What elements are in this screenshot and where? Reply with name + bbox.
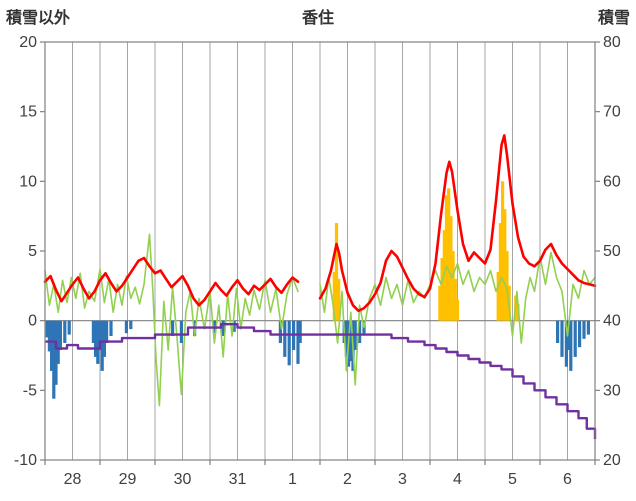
left-axis-tick-label: 10 [19, 173, 37, 190]
blue-bars [171, 320, 175, 336]
blue-bars [232, 320, 236, 332]
blue-bars [296, 320, 300, 364]
orange-bars [449, 216, 453, 321]
orange-bars [505, 251, 509, 321]
orange-bars [496, 271, 500, 321]
blue-bars [179, 320, 183, 343]
blue-bars [91, 320, 95, 343]
blue-bars [54, 320, 58, 385]
x-axis-day-label: 6 [563, 471, 572, 488]
blue-bars [52, 320, 56, 399]
blue-bars [358, 320, 362, 343]
x-axis-day-label: 1 [288, 471, 297, 488]
blue-bars [109, 320, 113, 336]
blue-bars [564, 320, 568, 367]
blue-bars [221, 320, 225, 336]
x-axis-day-label: 28 [64, 471, 82, 488]
orange-bars [444, 195, 449, 321]
orange-bars [498, 223, 502, 321]
blue-bars [560, 320, 564, 357]
right-axis-tick-label: 50 [603, 243, 621, 260]
x-axis-day-label: 2 [343, 471, 352, 488]
orange-bars [451, 251, 455, 321]
orange-bars [501, 181, 505, 321]
orange-bars [337, 278, 341, 321]
orange-bars [447, 188, 451, 321]
right-axis-tick-label: 70 [603, 104, 621, 121]
orange-bars [332, 271, 336, 321]
x-axis-day-label: 3 [398, 471, 407, 488]
right-axis-tick-label: 60 [603, 173, 621, 190]
x-axis-day-label: 29 [119, 471, 137, 488]
snow-depth-line [45, 323, 597, 440]
blue-bars [105, 320, 109, 343]
blue-bars [94, 320, 98, 357]
blue-bars [129, 320, 133, 330]
blue-bars [349, 320, 353, 362]
blue-bars [67, 320, 71, 335]
left-axis-tick-label: 0 [28, 313, 37, 330]
blue-bars [278, 320, 282, 343]
orange-bars [334, 223, 339, 321]
red-line [43, 134, 597, 313]
x-axis-day-label: 5 [508, 471, 517, 488]
x-axis-day-label: 4 [453, 471, 462, 488]
blue-bars [100, 320, 104, 371]
blue-bars [45, 320, 49, 338]
x-axis-day-label: 30 [174, 471, 192, 488]
blue-bars [63, 320, 67, 343]
blue-bars [573, 320, 577, 357]
blue-bars [98, 320, 102, 350]
left-axis-tick-label: 20 [19, 34, 37, 51]
x-axis-day-label: 31 [229, 471, 247, 488]
blue-bars [569, 320, 573, 371]
blue-bars [567, 320, 571, 350]
blue-bars [96, 320, 100, 364]
green-line [44, 233, 596, 407]
right-axis-tick-label: 30 [603, 382, 621, 399]
blue-bars [56, 320, 60, 364]
blue-bars [124, 320, 128, 334]
blue-bars [102, 320, 106, 357]
left-axis-tick-label: -10 [14, 452, 37, 469]
left-axis-title: 積雪以外 [6, 10, 71, 27]
right-axis-tick-label: 80 [603, 34, 621, 51]
orange-bars [455, 299, 460, 321]
right-axis-title: 積雪 [597, 10, 630, 27]
right-axis-tick-label: 20 [603, 452, 621, 469]
orange-bars [453, 278, 457, 321]
blue-bars [582, 320, 586, 339]
orange-bars [438, 285, 442, 321]
orange-bars [503, 209, 507, 321]
blue-bars [58, 320, 62, 350]
blue-bars [287, 320, 291, 366]
blue-bars [344, 320, 348, 357]
blue-bars [283, 320, 287, 357]
orange-bars [440, 258, 444, 321]
blue-bars [556, 320, 560, 343]
left-axis-tick-label: 15 [19, 104, 37, 121]
blue-bars [578, 320, 582, 348]
left-axis-tick-label: -5 [23, 382, 37, 399]
blue-bars [298, 320, 302, 343]
blue-bars [586, 320, 590, 335]
chart-title: 香住 [301, 10, 334, 27]
left-axis-tick-label: 5 [28, 243, 37, 260]
blue-bars [50, 320, 54, 371]
blue-bars [47, 320, 51, 352]
right-axis-tick-label: 40 [603, 313, 621, 330]
